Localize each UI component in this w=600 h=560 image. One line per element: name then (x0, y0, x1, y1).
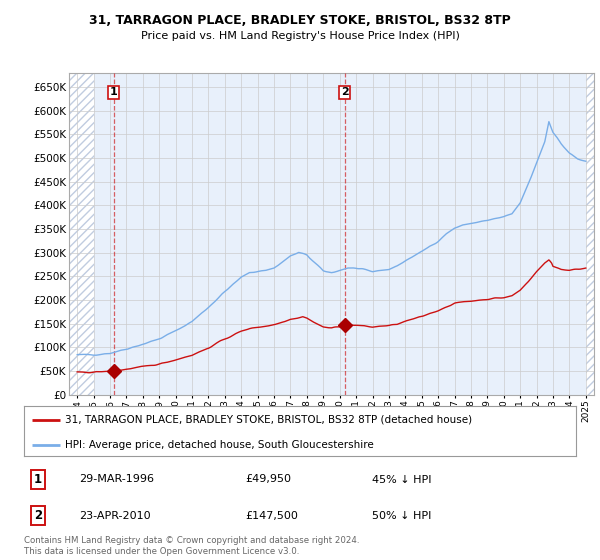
Text: £49,950: £49,950 (245, 474, 291, 484)
Text: 2: 2 (341, 87, 349, 97)
Text: 29-MAR-1996: 29-MAR-1996 (79, 474, 154, 484)
Text: 50% ↓ HPI: 50% ↓ HPI (372, 511, 431, 521)
Text: 23-APR-2010: 23-APR-2010 (79, 511, 151, 521)
Text: 1: 1 (34, 473, 42, 486)
Text: 31, TARRAGON PLACE, BRADLEY STOKE, BRISTOL, BS32 8TP (detached house): 31, TARRAGON PLACE, BRADLEY STOKE, BRIST… (65, 414, 473, 424)
Text: 45% ↓ HPI: 45% ↓ HPI (372, 474, 431, 484)
Text: £147,500: £147,500 (245, 511, 298, 521)
Text: 2: 2 (34, 510, 42, 522)
Text: HPI: Average price, detached house, South Gloucestershire: HPI: Average price, detached house, Sout… (65, 440, 374, 450)
Text: Price paid vs. HM Land Registry's House Price Index (HPI): Price paid vs. HM Land Registry's House … (140, 31, 460, 41)
Text: 31, TARRAGON PLACE, BRADLEY STOKE, BRISTOL, BS32 8TP: 31, TARRAGON PLACE, BRADLEY STOKE, BRIST… (89, 14, 511, 27)
Text: 1: 1 (110, 87, 118, 97)
Text: Contains HM Land Registry data © Crown copyright and database right 2024.
This d: Contains HM Land Registry data © Crown c… (24, 536, 359, 556)
